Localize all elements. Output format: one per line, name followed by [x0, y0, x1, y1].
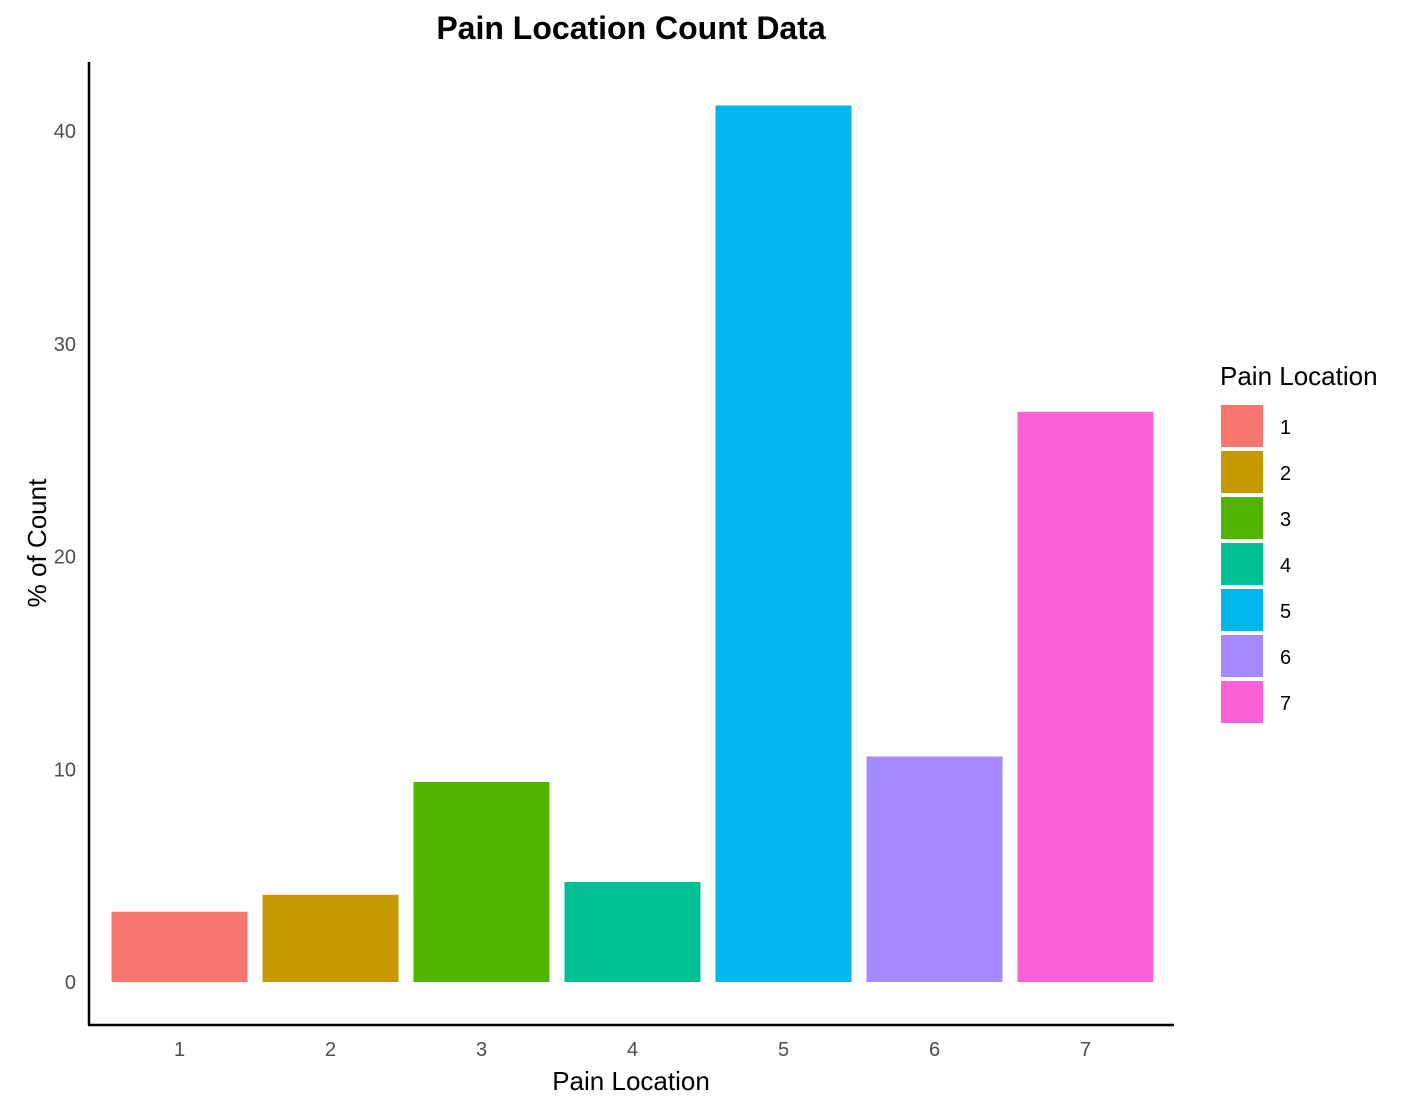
legend-key-7 — [1221, 681, 1263, 723]
legend-label: 3 — [1280, 509, 1291, 531]
legend-key-1 — [1221, 405, 1263, 447]
legend-label: 4 — [1280, 555, 1291, 577]
x-tick-label: 6 — [929, 1039, 940, 1061]
x-tick-label: 2 — [325, 1039, 336, 1061]
legend-label: 2 — [1280, 463, 1291, 485]
chart-title: Pain Location Count Data — [436, 10, 826, 46]
legend-key-2 — [1221, 451, 1263, 493]
legend-label: 5 — [1280, 601, 1291, 623]
x-tick-label: 3 — [476, 1039, 487, 1061]
legend-label: 6 — [1280, 647, 1291, 669]
y-tick-label: 10 — [54, 759, 76, 781]
bar-1 — [111, 911, 248, 982]
legend-key-4 — [1221, 543, 1263, 585]
x-tick-label: 5 — [778, 1039, 789, 1061]
x-axis-title: Pain Location — [552, 1066, 710, 1096]
bar-7 — [1017, 411, 1154, 983]
bar-2 — [262, 894, 399, 982]
legend-label: 1 — [1280, 417, 1291, 439]
legend-key-6 — [1221, 635, 1263, 677]
legend-key-3 — [1221, 497, 1263, 539]
y-tick-label: 20 — [54, 547, 76, 569]
axes: 0 10 20 30 40 1 2 3 4 5 6 7 — [54, 62, 1174, 1061]
bar-3 — [413, 782, 550, 982]
bar-4 — [564, 882, 701, 982]
legend: Pain Location 1 2 3 4 5 6 7 — [1220, 361, 1378, 723]
x-tick-label: 4 — [627, 1039, 638, 1061]
y-axis-title: % of Count — [22, 478, 52, 607]
legend-title: Pain Location — [1220, 361, 1378, 391]
bar-6 — [866, 756, 1003, 982]
y-tick-label: 40 — [54, 121, 76, 143]
y-tick-label: 30 — [54, 334, 76, 356]
x-tick-label: 1 — [174, 1039, 185, 1061]
plot-area — [111, 105, 1154, 983]
x-tick-label: 7 — [1080, 1039, 1091, 1061]
legend-label: 7 — [1280, 693, 1291, 715]
y-tick-label: 0 — [65, 972, 76, 994]
legend-key-5 — [1221, 589, 1263, 631]
bar-5 — [715, 105, 852, 983]
